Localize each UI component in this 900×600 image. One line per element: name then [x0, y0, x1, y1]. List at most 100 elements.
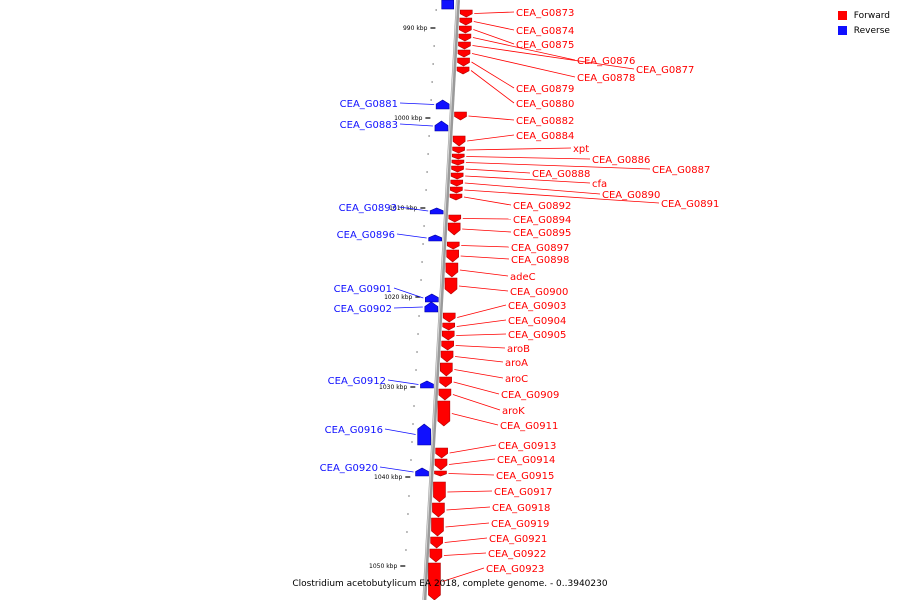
reverse-gene[interactable]: CEA_G0901	[334, 284, 439, 303]
reverse-gene-label[interactable]: CEA_G0896	[337, 230, 395, 241]
reverse-gene-arrow[interactable]	[441, 0, 455, 10]
reverse-gene-arrow[interactable]	[425, 293, 439, 303]
forward-gene-label[interactable]: CEA_G0897	[511, 243, 569, 254]
forward-gene-label[interactable]: CEA_G0895	[513, 228, 571, 239]
forward-gene-label[interactable]: CEA_G0882	[516, 116, 574, 127]
forward-gene[interactable]: aroK	[438, 388, 525, 417]
forward-gene[interactable]: CEA_G0884	[452, 131, 574, 147]
forward-gene-arrow[interactable]	[444, 277, 458, 295]
forward-gene[interactable]: CEA_G0898	[446, 249, 570, 266]
reverse-gene-label[interactable]: CEA_G0902	[334, 304, 392, 315]
forward-gene-arrow[interactable]	[440, 362, 453, 377]
forward-gene-label[interactable]: CEA_G0921	[489, 534, 547, 545]
forward-gene-label[interactable]: aroA	[505, 358, 528, 369]
forward-gene-label[interactable]: CEA_G0880	[516, 99, 574, 110]
forward-gene-label[interactable]: cfa	[592, 179, 607, 190]
forward-gene-arrow[interactable]	[430, 536, 443, 549]
forward-gene-arrow[interactable]	[457, 49, 471, 58]
forward-gene-label[interactable]: CEA_G0911	[500, 421, 558, 432]
reverse-gene-arrow[interactable]	[415, 467, 429, 477]
forward-gene[interactable]: CEA_G0894	[448, 214, 572, 226]
forward-gene-label[interactable]: xpt	[573, 144, 589, 155]
forward-gene[interactable]: CEA_G0895	[447, 222, 571, 239]
forward-gene[interactable]: CEA_G0880	[456, 66, 574, 110]
forward-gene-arrow[interactable]	[446, 249, 459, 263]
forward-gene-arrow[interactable]	[450, 186, 463, 194]
forward-gene-label[interactable]: CEA_G0884	[516, 131, 574, 142]
forward-gene[interactable]: CEA_G0874	[459, 17, 575, 37]
forward-gene[interactable]: CEA_G0909	[439, 376, 560, 401]
reverse-gene[interactable]: CEA_G0916	[325, 423, 431, 446]
forward-gene[interactable]: CEA_G0922	[429, 548, 546, 563]
forward-gene-label[interactable]: CEA_G0875	[516, 40, 574, 51]
forward-gene[interactable]: CEA_G0890	[450, 179, 661, 201]
forward-gene-arrow[interactable]	[452, 146, 465, 154]
forward-gene-arrow[interactable]	[435, 447, 448, 459]
forward-gene-label[interactable]: CEA_G0887	[652, 165, 710, 176]
forward-gene[interactable]: aroA	[440, 350, 528, 369]
forward-gene-label[interactable]: CEA_G0888	[532, 169, 590, 180]
forward-gene[interactable]: CEA_G0878	[457, 49, 635, 84]
reverse-gene[interactable]	[441, 0, 455, 10]
reverse-gene-label[interactable]: CEA_G0916	[325, 425, 383, 436]
forward-gene-label[interactable]: CEA_G0915	[496, 471, 554, 482]
forward-gene[interactable]: CEA_G0882	[454, 111, 575, 127]
reverse-gene-label[interactable]: CEA_G0901	[334, 284, 392, 295]
forward-gene-label[interactable]: CEA_G0919	[491, 519, 549, 530]
forward-gene[interactable]: CEA_G0904	[442, 316, 567, 331]
forward-gene-label[interactable]: CEA_G0873	[516, 8, 574, 19]
forward-gene[interactable]: CEA_G0915	[434, 470, 554, 482]
forward-gene-arrow[interactable]	[437, 400, 451, 427]
forward-gene-arrow[interactable]	[451, 159, 465, 166]
forward-gene-arrow[interactable]	[458, 33, 472, 42]
reverse-gene[interactable]: CEA_G0883	[340, 120, 449, 132]
forward-gene-arrow[interactable]	[429, 548, 443, 563]
forward-gene-arrow[interactable]	[439, 376, 452, 388]
forward-gene-label[interactable]: CEA_G0891	[661, 199, 719, 210]
reverse-gene[interactable]: CEA_G0902	[334, 301, 439, 315]
reverse-gene[interactable]: CEA_G0920	[320, 463, 429, 477]
forward-gene-arrow[interactable]	[459, 25, 472, 34]
forward-gene-arrow[interactable]	[451, 165, 464, 173]
reverse-gene-arrow[interactable]	[420, 380, 434, 389]
reverse-gene-arrow[interactable]	[435, 99, 450, 110]
forward-gene[interactable]: CEA_G0897	[446, 241, 569, 254]
forward-gene-label[interactable]: CEA_G0909	[501, 390, 559, 401]
forward-gene[interactable]: CEA_G0876	[458, 33, 635, 67]
forward-gene-label[interactable]: CEA_G0914	[497, 455, 555, 466]
forward-gene[interactable]: adeC	[445, 262, 536, 283]
reverse-gene[interactable]: CEA_G0896	[337, 230, 442, 242]
reverse-gene-label[interactable]: CEA_G0881	[340, 99, 398, 110]
forward-gene[interactable]: CEA_G0873	[459, 8, 574, 19]
reverse-gene-label[interactable]: CEA_G0893	[339, 203, 397, 214]
forward-gene-arrow[interactable]	[457, 57, 470, 67]
reverse-gene-arrow[interactable]	[429, 207, 444, 215]
forward-gene-arrow[interactable]	[434, 458, 448, 471]
forward-gene-arrow[interactable]	[441, 340, 454, 351]
forward-gene[interactable]: CEA_G0919	[431, 517, 549, 537]
forward-gene-arrow[interactable]	[433, 481, 446, 503]
forward-gene-label[interactable]: CEA_G0876	[577, 56, 635, 67]
forward-gene[interactable]: CEA_G0888	[451, 165, 591, 180]
forward-gene-arrow[interactable]	[428, 562, 441, 600]
forward-gene[interactable]: CEA_G0877	[458, 41, 694, 76]
forward-gene[interactable]: CEA_G0892	[449, 193, 571, 212]
forward-gene-arrow[interactable]	[454, 111, 467, 121]
reverse-gene-arrow[interactable]	[434, 120, 449, 132]
forward-gene[interactable]: CEA_G0903	[442, 301, 566, 323]
forward-gene[interactable]: CEA_G0905	[441, 330, 566, 341]
forward-gene-label[interactable]: CEA_G0923	[486, 564, 544, 575]
forward-gene[interactable]: CEA_G0900	[444, 277, 568, 298]
forward-gene-arrow[interactable]	[446, 241, 460, 250]
forward-gene-arrow[interactable]	[451, 153, 465, 160]
forward-gene[interactable]: CEA_G0914	[434, 455, 555, 471]
forward-gene[interactable]: CEA_G0911	[437, 400, 558, 432]
forward-gene-arrow[interactable]	[431, 517, 444, 537]
forward-gene-label[interactable]: aroK	[502, 406, 525, 417]
forward-gene-arrow[interactable]	[459, 17, 473, 26]
forward-gene-label[interactable]: CEA_G0879	[516, 84, 574, 95]
forward-gene[interactable]: CEA_G0891	[450, 186, 719, 210]
forward-gene-arrow[interactable]	[432, 502, 445, 518]
reverse-gene-label[interactable]: CEA_G0912	[328, 376, 386, 387]
forward-gene[interactable]: CEA_G0921	[430, 534, 548, 549]
